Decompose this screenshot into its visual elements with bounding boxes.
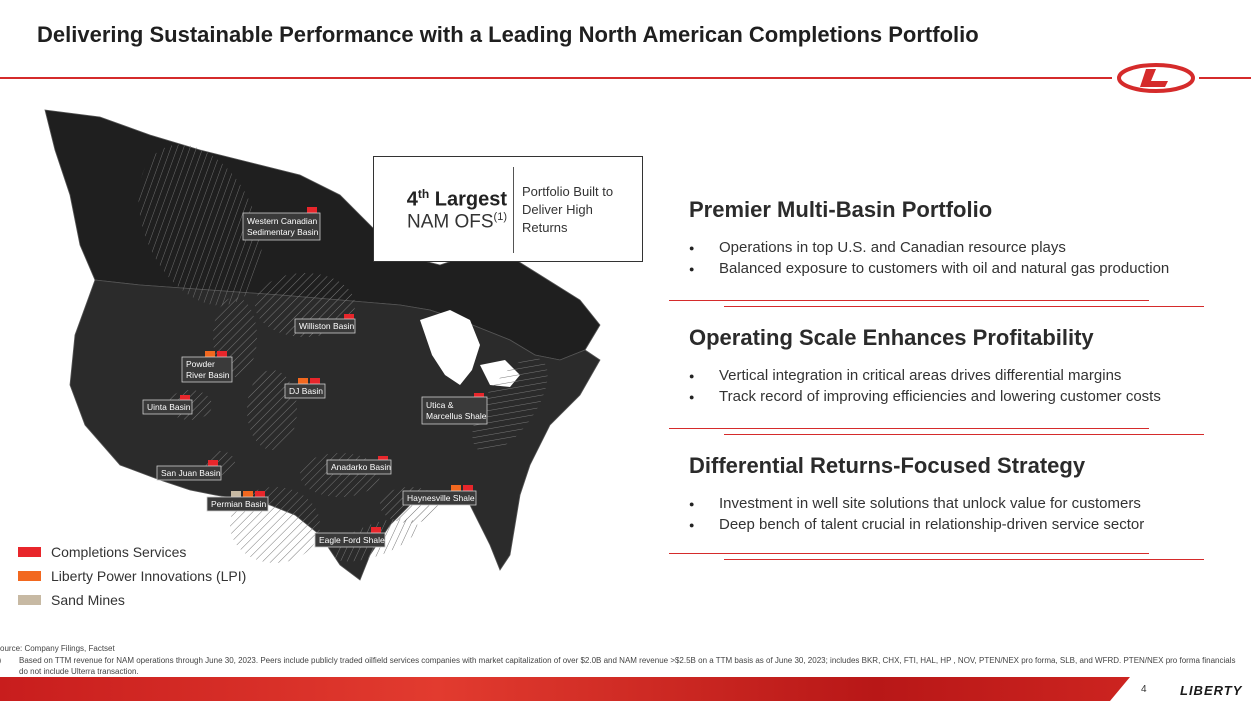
basin-permian: Permian Basin [206, 491, 269, 512]
rank-heading: 4th Largest [406, 187, 507, 211]
legend-sand: Sand Mines [18, 588, 246, 612]
callout-note: Portfolio Built to Deliver High Returns [522, 184, 614, 235]
map-legend: Completions Services Liberty Power Innov… [18, 540, 246, 612]
appalachian-hatch [472, 357, 548, 453]
legend-swatch [18, 547, 41, 557]
footnote-number: 1) [0, 655, 1, 666]
section-rule [724, 559, 1204, 560]
basin-haynesville: Haynesville Shale [402, 485, 477, 506]
basin-sanjuan: San Juan Basin [156, 460, 222, 481]
section-heading: Operating Scale Enhances Profitability [689, 325, 1094, 350]
basin-powder: Powder River Basin [181, 351, 233, 383]
footer-plate [1110, 677, 1251, 701]
section-rule [669, 553, 1149, 554]
bullet: Balanced exposure to customers with oil … [689, 258, 1229, 280]
ranking-callout: 4th Largest NAM OFS(1) Portfolio Built t… [373, 156, 643, 262]
basin-wcsb: Western Canadian Sedimentary Basin [242, 207, 321, 241]
bullet: Track record of improving efficiencies a… [689, 386, 1229, 408]
legend-swatch [18, 595, 41, 605]
section-strategy: Differential Returns-Focused Strategy In… [689, 453, 1229, 536]
svg-text:Anadarko Basin: Anadarko Basin [331, 462, 391, 472]
brand-wordmark: LIBERTY [1180, 683, 1243, 698]
liberty-logo-icon [1117, 63, 1195, 93]
dj-hatch [247, 370, 297, 450]
svg-text:Williston Basin: Williston Basin [299, 321, 355, 331]
basin-uinta: Uinta Basin [142, 395, 193, 415]
footnotes: ource: Company Filings, Factset 1) Based… [0, 643, 1251, 676]
svg-text:Marcellus Shale: Marcellus Shale [426, 411, 487, 421]
basin-utica: Utica & Marcellus Shale [421, 393, 488, 425]
legend-completions: Completions Services [18, 540, 246, 564]
basin-anadarko: Anadarko Basin [326, 456, 392, 475]
section-rule [724, 306, 1204, 307]
bullet: Vertical integration in critical areas d… [689, 365, 1229, 387]
title-rule [0, 77, 1112, 79]
basin-eagleford: Eagle Ford Shale [314, 527, 386, 548]
section-rule [669, 300, 1149, 301]
bullet: Investment in well site solutions that u… [689, 493, 1229, 515]
source-note: ource: Company Filings, Factset [0, 644, 115, 653]
svg-text:Western Canadian: Western Canadian [247, 216, 318, 226]
svg-text:Powder: Powder [186, 359, 215, 369]
section-rule [669, 428, 1149, 429]
svg-text:DJ Basin: DJ Basin [289, 386, 323, 396]
legend-swatch [18, 571, 41, 581]
svg-text:San Juan Basin: San Juan Basin [161, 468, 221, 478]
section-heading: Premier Multi-Basin Portfolio [689, 197, 993, 222]
basin-williston: Williston Basin [294, 314, 356, 334]
title-rule-right [1199, 77, 1251, 79]
footer-band [0, 677, 1251, 701]
great-lakes [420, 310, 480, 385]
north-america-map: Western Canadian Sedimentary Basin Willi… [44, 109, 601, 581]
legend-lpi: Liberty Power Innovations (LPI) [18, 564, 246, 588]
slide-title: Delivering Sustainable Performance with … [37, 22, 979, 47]
bullet: Operations in top U.S. and Canadian reso… [689, 237, 1229, 259]
section-rule [724, 434, 1204, 435]
svg-text:Uinta Basin: Uinta Basin [147, 402, 191, 412]
basin-dj: DJ Basin [284, 378, 326, 399]
svg-text:Haynesville Shale: Haynesville Shale [407, 493, 475, 503]
callout-divider [513, 167, 514, 253]
svg-text:Sedimentary Basin: Sedimentary Basin [247, 227, 319, 237]
footnote-text: Based on TTM revenue for NAM operations … [19, 656, 1236, 676]
bullet: Deep bench of talent crucial in relation… [689, 514, 1229, 536]
svg-text:River Basin: River Basin [186, 370, 230, 380]
svg-text:Permian Basin: Permian Basin [211, 499, 267, 509]
section-scale: Operating Scale Enhances Profitability V… [689, 325, 1229, 408]
rank-category: NAM OFS(1) [406, 211, 507, 233]
page-number: 4 [1141, 684, 1147, 695]
wcsb-hatch [138, 144, 262, 306]
section-portfolio: Premier Multi-Basin Portfolio Operations… [689, 197, 1229, 280]
section-heading: Differential Returns-Focused Strategy [689, 453, 1086, 478]
svg-text:Eagle Ford Shale: Eagle Ford Shale [319, 535, 385, 545]
svg-text:Utica &: Utica & [426, 400, 454, 410]
